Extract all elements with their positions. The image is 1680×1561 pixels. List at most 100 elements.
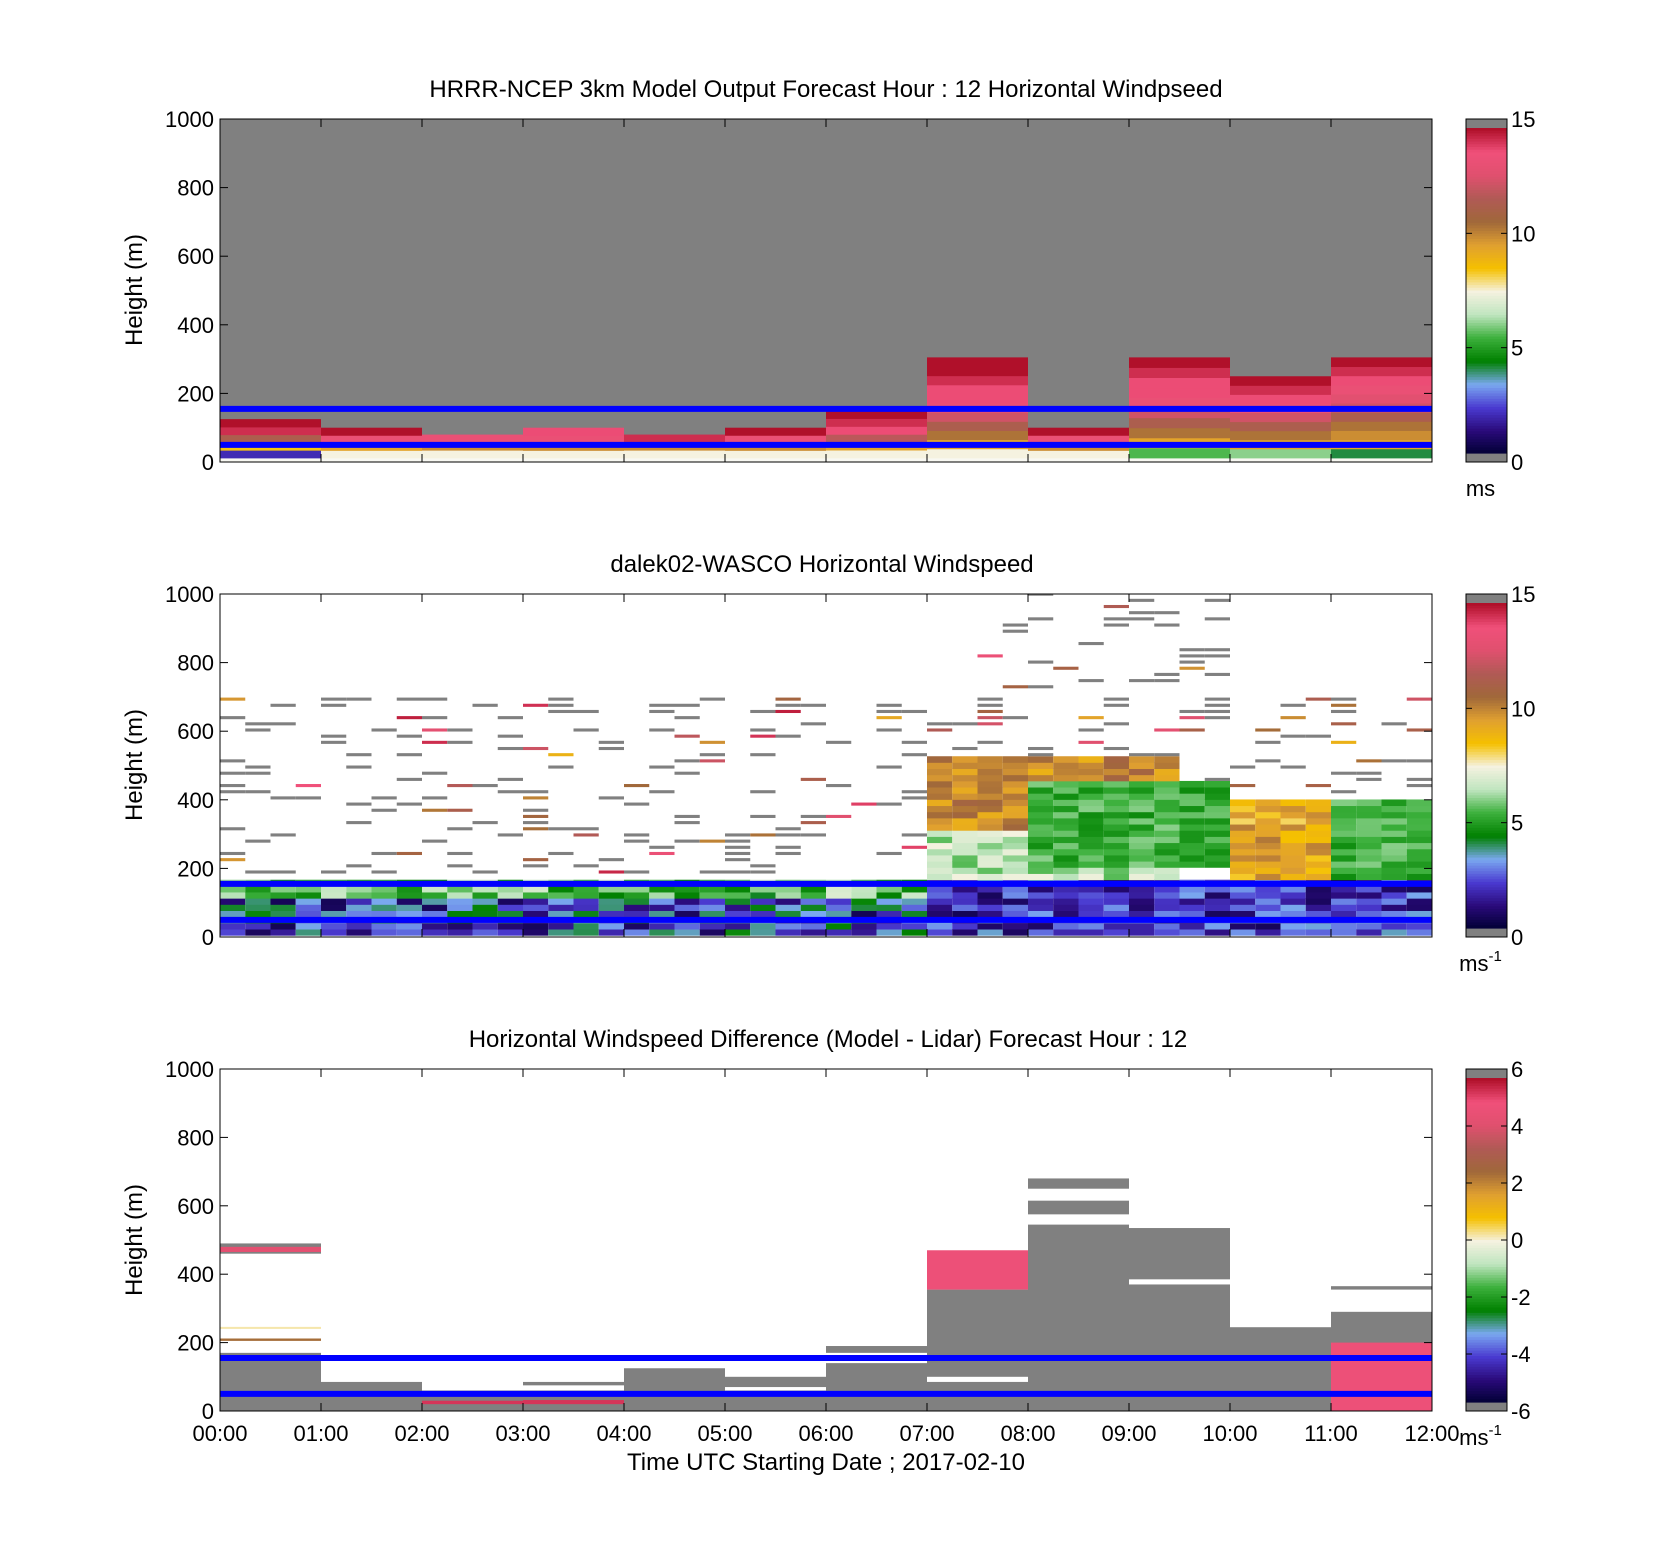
lidar-cell [1028,756,1054,763]
lidar-cell [977,830,1003,837]
lidar-cell [346,922,372,930]
lidar-cell [548,753,574,757]
lidar-cell [800,703,826,707]
lidar-cell [497,833,523,837]
lidar-cell [1305,855,1331,862]
lidar-cell [1305,697,1331,701]
lidar-cell [1078,799,1104,807]
lidar-cell [750,864,776,868]
colorbar-segment [1466,276,1507,281]
lidar-cell [1053,830,1079,837]
lidar-cell [1002,885,1028,893]
lidar-cell [1154,922,1180,930]
lidar-cell [927,817,953,825]
lidar-cell [346,929,372,936]
lidar-cell [598,892,624,899]
lidar-cell [977,848,1003,856]
colorbar-segment [1466,317,1507,321]
lidar-cell [245,892,271,899]
lidar-cell [952,756,978,763]
lidar-cell [826,814,852,818]
lidar-cell [624,839,650,843]
lidar-cell [826,740,852,744]
lidar-cell [952,922,978,930]
lidar-cell [927,780,953,788]
heatmap-cells [220,1178,1432,1411]
lidar-cell [1078,824,1104,831]
lidar-cell [1255,910,1281,918]
lidar-cell [497,910,523,918]
lidar-cell [1305,842,1331,850]
lidar-cell [851,892,877,899]
colorbar-segment [1466,605,1507,610]
lidar-cell [1129,611,1155,615]
colorbar-segment [1466,211,1507,216]
colorbar-segment [1466,136,1507,140]
lidar-cell [952,848,978,856]
lidar-cell [472,910,498,918]
colorbar-segment [1466,442,1507,446]
lidar-cell [1053,842,1079,850]
lidar-cell [1280,848,1306,856]
lidar-cell [826,892,852,899]
lidar-cell [295,929,321,936]
colorbar-segment [1466,201,1507,205]
lidar-cell [1305,929,1331,936]
difference-cell [1331,1286,1432,1290]
lidar-cell [927,885,953,893]
lidar-cell [220,716,246,720]
colorbar-segment [1466,1150,1507,1155]
lidar-cell [1053,861,1079,868]
lidar-cell [750,833,776,837]
difference-cell [220,1326,321,1329]
lidar-cell [624,833,650,837]
lidar-cell [876,929,902,936]
lidar-cell [1204,904,1230,911]
colorbar-segment [1466,1272,1507,1276]
difference-cell [1028,1200,1129,1215]
lidar-cell [1053,929,1079,936]
colorbar-segment [1466,830,1507,834]
colorbar-segment [1466,1115,1507,1120]
lidar-cell [1280,817,1306,825]
colorbar-segment [1466,638,1507,642]
lidar-cell [523,864,549,868]
lidar-cell [220,790,246,794]
lidar-cell [649,892,675,899]
lidar-cell [1305,799,1331,807]
lidar-cell [346,753,372,757]
lidar-cell [1356,777,1382,781]
lidar-cell [1331,817,1357,825]
lidar-cell [1053,873,1079,881]
lidar-cell [245,722,271,726]
lidar-cell [775,851,801,856]
lidar-cell [396,753,422,757]
lidar-cell [573,892,599,899]
model-cell [422,457,523,462]
lidar-cell [977,873,1003,881]
colorbar-segment [1466,871,1507,875]
x-tick-label: 04:00 [596,1421,651,1446]
lidar-cell [901,709,927,714]
lidar-cell [548,892,574,899]
lidar-cell [396,734,422,738]
panel-title: dalek02-WASCO Horizontal Windspeed [610,551,1033,578]
lidar-cell [573,728,599,732]
colorbar-segment [1466,1304,1507,1309]
lidar-cell [1028,793,1054,800]
x-tick-label: 07:00 [899,1421,954,1446]
lidar-cell [1230,867,1256,874]
model-cell [1331,393,1432,404]
lidar-cell [523,929,549,936]
colorbar-segment [1466,811,1507,815]
lidar-cell [1204,842,1230,850]
lidar-cell [1028,885,1054,893]
lidar-cell [1204,598,1230,602]
lidar-cell [1103,861,1129,868]
lidar-cell [952,824,978,831]
lidar-cell [1204,648,1230,652]
lidar-cell [775,697,801,701]
lidar-cell [1129,855,1155,862]
lidar-cell [977,824,1003,831]
lidar-cell [1255,740,1281,744]
